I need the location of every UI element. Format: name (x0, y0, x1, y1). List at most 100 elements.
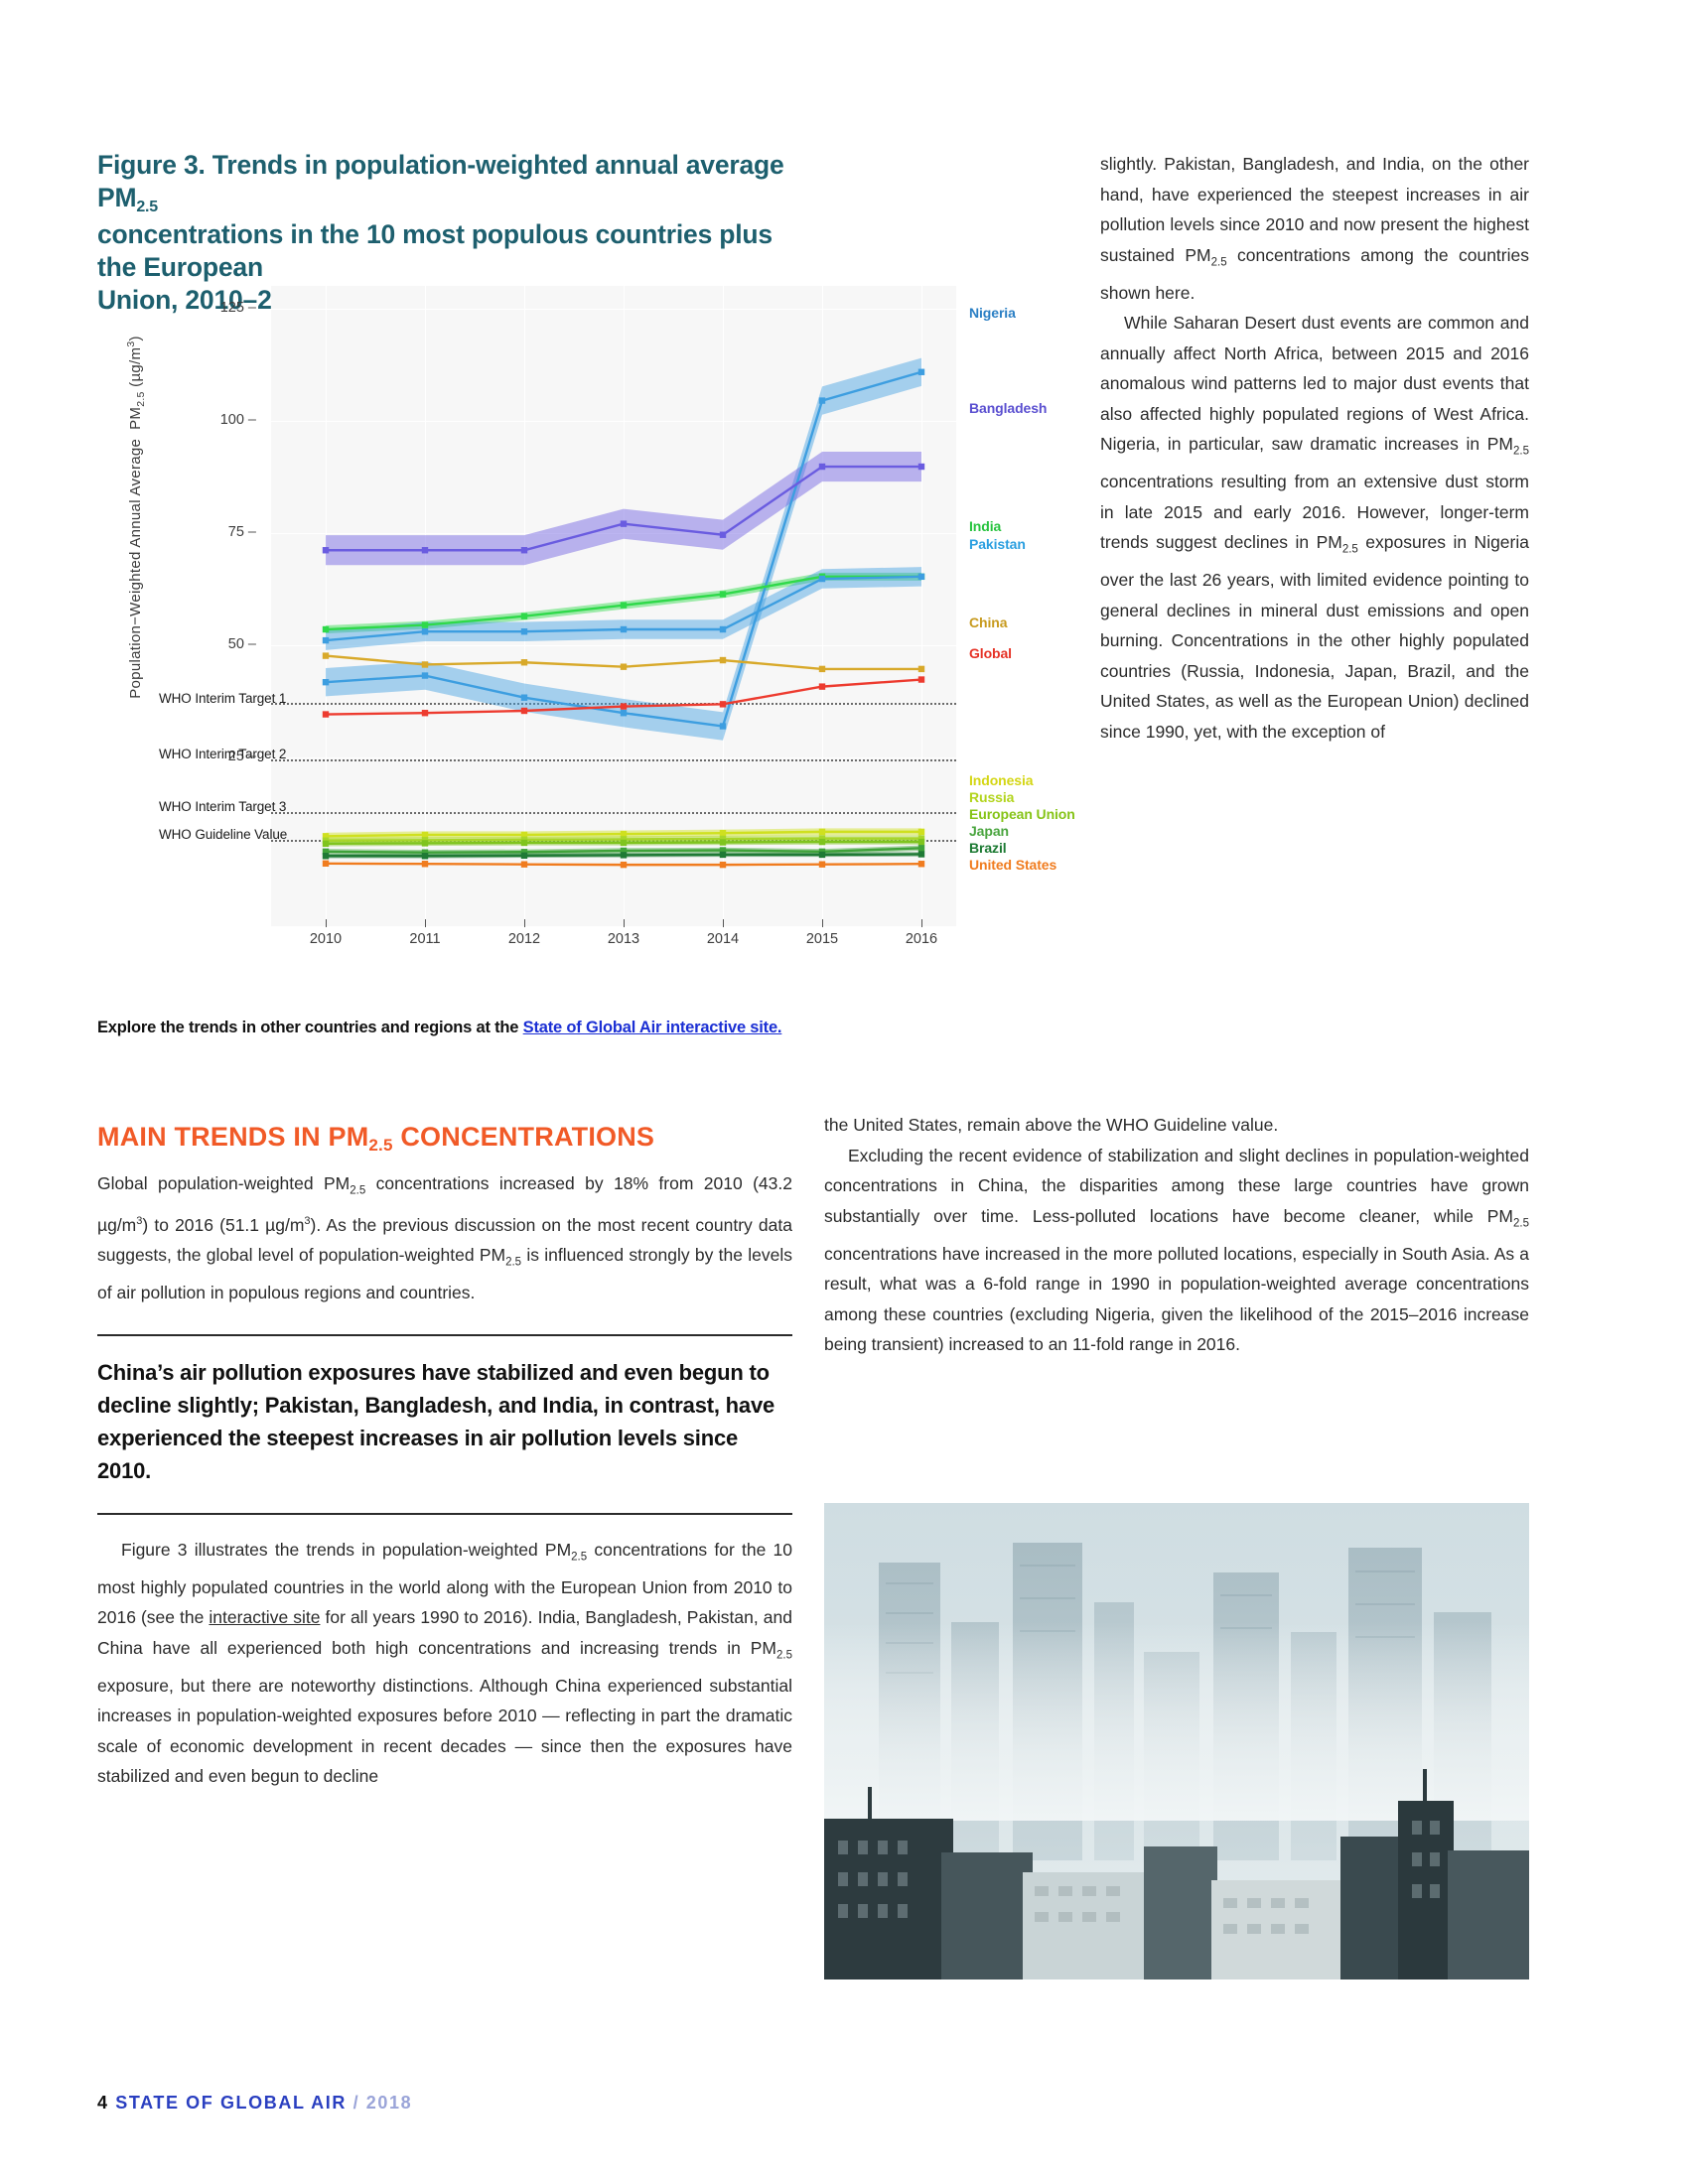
series-point (520, 547, 528, 554)
legend-nigeria: Nigeria (969, 305, 1016, 321)
series-point (719, 835, 727, 843)
figure-title-block: Figure 3. Trends in population-weighted … (97, 149, 812, 317)
series-point (520, 852, 528, 860)
x-tick-2014: 2014 (706, 931, 740, 947)
series-point (818, 683, 826, 690)
series-point (719, 851, 727, 859)
pullquote-rule-bottom (97, 1512, 792, 1515)
series-point (917, 845, 925, 852)
series-point (421, 861, 429, 868)
left-column: MAIN TRENDS IN PM2.5 CONCENTRATIONS Glob… (97, 1122, 792, 1792)
gridline-h (271, 309, 956, 310)
series-point (322, 833, 330, 840)
series-point (520, 831, 528, 839)
series-point (421, 661, 429, 668)
x-tick-mark (822, 919, 823, 927)
who-interim-target-3-line (271, 812, 956, 814)
series-point (421, 628, 429, 635)
series-point (322, 652, 330, 659)
x-tick-2011: 2011 (409, 931, 441, 947)
pm25-trend-chart: Population−Weighted Annual Average PM2.5… (97, 276, 1075, 971)
series-point (620, 836, 628, 843)
series-point (421, 547, 429, 554)
series-point (818, 463, 826, 471)
gridline-h (271, 645, 956, 646)
series-point (917, 838, 925, 846)
who-interim-target-2-label: WHO Interim Target 2 (159, 747, 287, 761)
caption-prefix: Explore the trends in other countries an… (97, 1019, 523, 1036)
series-point (917, 851, 925, 858)
series-point (520, 613, 528, 619)
figure-title: Figure 3. Trends in population-weighted … (97, 149, 812, 317)
series-point (719, 701, 727, 708)
footer-title: STATE OF GLOBAL AIR (115, 2093, 347, 2113)
series-point (620, 839, 628, 847)
series-point (818, 838, 826, 846)
x-tick-mark (425, 919, 426, 927)
interactive-site-inline-link[interactable]: interactive site (209, 1607, 321, 1628)
x-tick-mark (723, 919, 724, 927)
series-point (917, 665, 925, 673)
pullquote-rule-top (97, 1333, 792, 1336)
who-interim-target-2-line (271, 759, 956, 761)
series-point (421, 710, 429, 717)
series-band-nigeria (326, 357, 921, 741)
paragraph-right-2: While Saharan Desert dust events are com… (1100, 313, 1529, 742)
x-tick-2012: 2012 (507, 931, 541, 947)
x-tick-2016: 2016 (905, 931, 938, 947)
series-point (719, 591, 727, 598)
series-point (818, 397, 826, 404)
right-column: slightly. Pakistan, Bangladesh, and Indi… (1100, 149, 1529, 747)
photo-illustration (824, 1503, 1529, 1979)
legend-european-union: European Union (969, 806, 1075, 822)
series-point (322, 853, 330, 860)
series-point (719, 656, 727, 664)
gridline-h (271, 421, 956, 422)
series-point (322, 678, 330, 686)
figure-caption: Explore the trends in other countries an… (97, 1019, 991, 1037)
x-tick-mark (921, 919, 922, 927)
page-footer: 4 STATE OF GLOBAL AIR / 2018 (97, 2093, 412, 2114)
section-heading-post: CONCENTRATIONS (392, 1122, 655, 1152)
gridline-v (921, 286, 922, 926)
paragraph-figure-description: Figure 3 illustrates the trends in popul… (97, 1539, 793, 1787)
series-point (818, 575, 826, 583)
paragraph-right-1: slightly. Pakistan, Bangladesh, and Indi… (1100, 154, 1529, 303)
legend-russia: Russia (969, 789, 1015, 805)
chart-y-axis-label: Population−Weighted Annual Average PM2.5… (125, 336, 147, 699)
x-tick-2010: 2010 (309, 931, 343, 947)
y-tick-25: 25 – (227, 749, 256, 764)
series-point (322, 625, 330, 633)
series-point (719, 625, 727, 633)
series-point (719, 531, 727, 538)
legend-japan: Japan (969, 823, 1009, 839)
series-point (520, 707, 528, 715)
series-point (620, 625, 628, 633)
city-skyline-photo (824, 1503, 1529, 1979)
interactive-site-link[interactable]: State of Global Air interactive site. (522, 1019, 782, 1036)
series-point (322, 711, 330, 718)
series-point (620, 703, 628, 710)
series-point (620, 520, 628, 527)
series-point (322, 636, 330, 644)
series-point (620, 602, 628, 609)
figure-title-line2: concentrations in the 10 most populous c… (97, 219, 773, 282)
legend-indonesia: Indonesia (969, 772, 1034, 788)
section-heading: MAIN TRENDS IN PM2.5 CONCENTRATIONS (97, 1122, 792, 1155)
series-band-pakistan (326, 567, 921, 650)
page-number: 4 (97, 2093, 109, 2113)
y-tick-100: 100 – (219, 412, 256, 428)
series-point (917, 861, 925, 868)
series-point (322, 848, 330, 856)
wide-column: the United States, remain above the WHO … (824, 1110, 1529, 1360)
series-point (421, 831, 429, 839)
legend-china: China (969, 614, 1008, 630)
legend-united-states: United States (969, 857, 1057, 873)
series-point (520, 628, 528, 635)
series-point (719, 847, 727, 854)
y-tick-125: 125 – (219, 300, 256, 316)
y-tick-75: 75 – (227, 524, 256, 540)
series-point (917, 573, 925, 581)
series-point (421, 840, 429, 847)
